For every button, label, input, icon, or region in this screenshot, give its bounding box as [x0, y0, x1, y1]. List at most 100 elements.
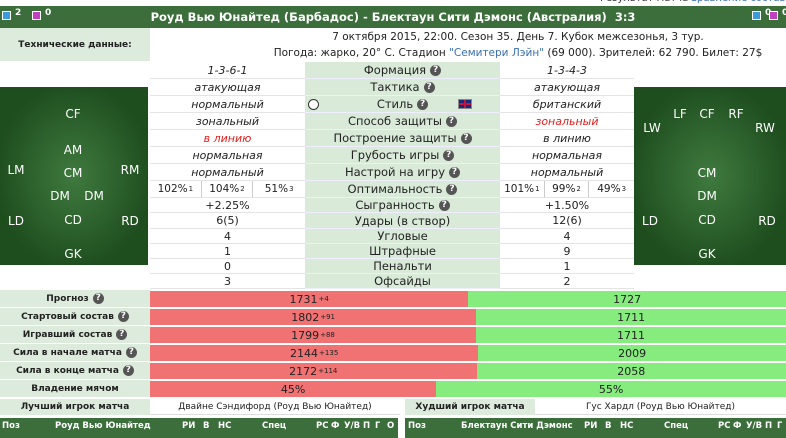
home-diff: +91: [320, 313, 335, 321]
help-icon: [438, 199, 450, 211]
home-value: 2172: [289, 364, 318, 378]
column-header: Г: [375, 421, 381, 431]
help-icon: [417, 98, 429, 110]
stat-value: зональный: [150, 113, 305, 130]
bar-away: [476, 309, 786, 325]
percent: 51%: [264, 183, 289, 195]
column-header: Поз: [408, 421, 426, 431]
bar-home: [150, 381, 437, 397]
best-label: Лучший игрок матча: [0, 399, 150, 415]
help-icon: [445, 115, 457, 127]
bar-away-text: 1727: [613, 292, 642, 306]
column-header: РС: [316, 421, 329, 431]
bar-away: [436, 381, 786, 397]
column-header: Спец: [262, 421, 287, 431]
worst-player: Гус Хардл (Роуд Вью Юнайтед): [535, 399, 786, 415]
home-diff: +135: [319, 349, 339, 357]
column-header: НС: [620, 421, 634, 431]
home-value: 1802: [291, 310, 320, 324]
stat-value: 49% 3: [589, 181, 634, 198]
stat-value: 1-3-6-1: [150, 62, 305, 79]
header-bar: [0, 6, 786, 28]
stat-label: Сыгранность: [305, 198, 500, 213]
home-value: 1799: [291, 328, 320, 342]
field-position: RM: [120, 163, 140, 177]
bar-name: Прогноз: [46, 293, 89, 304]
bar-away: [478, 345, 786, 361]
bar-away: [476, 363, 786, 379]
percent: 102%: [157, 183, 188, 195]
line-number: 1: [535, 185, 540, 193]
field-position: LD: [642, 214, 658, 228]
header-title: Роуд Вью Юнайтед (Барбадос) - Блектаун С…: [0, 6, 786, 28]
match-title: Роуд Вью Юнайтед (Барбадос) - Блектаун С…: [150, 10, 607, 24]
bar-home: [150, 327, 476, 343]
line-number: 2: [576, 185, 581, 193]
bar-home-text: 2172 +114: [150, 362, 477, 380]
column-header: У/В: [344, 421, 361, 431]
home-diff: +114: [318, 367, 338, 375]
stat-value: 3: [150, 274, 305, 289]
field: [634, 87, 786, 265]
help-icon: [460, 132, 472, 144]
column-header: Ф: [733, 421, 742, 431]
line-number: 3: [621, 185, 627, 193]
ball-icon: [308, 99, 319, 110]
stat-value: в линию: [500, 130, 634, 147]
bar-name: Сила в начале матча: [13, 347, 122, 358]
field-position: GK: [64, 247, 82, 261]
help-icon: [430, 64, 442, 76]
bar-home-text: 1802 +91: [150, 308, 476, 326]
stat-value: 4: [500, 229, 634, 244]
line-number: 2: [240, 185, 245, 193]
stat-value: 4: [150, 229, 305, 244]
bar-label: Сила в начале матча: [0, 344, 150, 362]
bar-name: Сила в конце матча: [16, 365, 119, 376]
bar-home-text: 1799 +88: [150, 326, 476, 344]
bar-label: Игравший состав: [0, 326, 150, 344]
percent: 49%: [597, 183, 621, 195]
icon: [2, 11, 11, 20]
stat-label: Способ защиты: [305, 113, 500, 130]
field-position: LW: [643, 121, 661, 135]
field-position: LF: [673, 107, 687, 121]
best-player: Двайне Сэндифорд (Роуд Вью Юнайтед): [150, 399, 400, 415]
icon: [32, 11, 41, 20]
bar-home: [150, 363, 477, 379]
home-diff: +4: [318, 295, 329, 303]
percent: 99%: [552, 183, 576, 195]
bar-away: [475, 327, 786, 343]
stat-label: Настрой на игру: [305, 164, 500, 181]
field-position: CF: [65, 107, 81, 121]
stat-label: Удары (в створ): [305, 213, 500, 229]
stat-value: 6(5): [150, 213, 305, 229]
stat-value: 101% 1: [500, 181, 545, 198]
stat-value: 9: [500, 244, 634, 259]
bar-label: Владение мячом: [0, 380, 150, 398]
column-header: Роуд Вью Юнайтед: [55, 421, 151, 431]
help-icon: [446, 183, 458, 195]
stat-label: Построение защиты: [305, 130, 500, 147]
bar-home: [150, 291, 469, 307]
field-position: DM: [84, 189, 104, 203]
bar-label: Стартовый состав: [0, 308, 150, 326]
bar-away-text: 2058: [617, 364, 646, 378]
help-icon: [92, 293, 104, 304]
stat-value: в линию: [150, 130, 305, 147]
field-position: RD: [121, 214, 139, 228]
stat-name: Настрой на игру: [344, 165, 446, 179]
line-number: 1: [188, 185, 194, 193]
percent: 101%: [504, 183, 535, 195]
stat-value: нормальный: [150, 96, 305, 113]
stat-value: атакующая: [150, 79, 305, 96]
tech-line: 7 октября 2015, 22:00. Сезон 35. День 7.…: [332, 31, 704, 43]
stat-value: 0: [150, 259, 305, 274]
stat-name: Способ защиты: [348, 114, 442, 128]
stat-value: 1: [150, 244, 305, 259]
stat-label: Тактика: [305, 79, 500, 96]
bar-home: [150, 309, 477, 325]
field-position: AM: [63, 143, 83, 157]
help-icon: [443, 149, 455, 161]
column-header: Ф: [331, 421, 340, 431]
flag-icon: [458, 99, 472, 109]
